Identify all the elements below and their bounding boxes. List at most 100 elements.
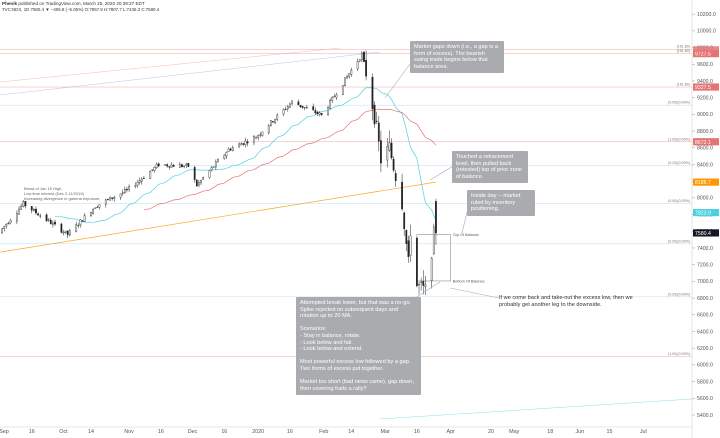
candle-body bbox=[195, 179, 198, 187]
candle-body bbox=[231, 147, 234, 151]
y-tick-label: 8800.0 bbox=[697, 129, 713, 135]
symbol-ohlc-line: TVC:NDX, 1D 7580.4 ▼ −406.8 (−5.05%) O:7… bbox=[2, 7, 160, 12]
x-tick-label: Sep bbox=[0, 429, 9, 435]
candle-body bbox=[225, 152, 228, 157]
annotation-inside-day[interactable]: Inside day -- market ruled by inventory … bbox=[467, 190, 535, 216]
candle-body bbox=[60, 223, 63, 233]
level-label: (161.80) bbox=[677, 49, 690, 53]
candle-body bbox=[305, 107, 308, 109]
candle-body bbox=[208, 170, 211, 178]
candle-body bbox=[45, 214, 48, 221]
published-info: published on TradingView.com, March 25, … bbox=[18, 1, 145, 6]
candle-body bbox=[151, 169, 154, 171]
candle-body bbox=[329, 99, 332, 109]
price-badge bbox=[693, 178, 719, 186]
candle-body bbox=[327, 107, 329, 116]
price-badge bbox=[693, 83, 719, 91]
candle-body bbox=[164, 164, 166, 166]
candle-body bbox=[371, 76, 374, 110]
candle-body bbox=[7, 223, 10, 225]
x-tick-label: 20 bbox=[488, 429, 494, 435]
candle-body bbox=[134, 185, 137, 187]
price-badge-label: 9327.5 bbox=[695, 85, 711, 91]
candle-body bbox=[335, 94, 338, 98]
x-tick-label: 16 bbox=[414, 429, 420, 435]
candle-body bbox=[242, 143, 245, 145]
candle-body bbox=[240, 143, 243, 146]
balance-label: Bottom Of Balance bbox=[453, 279, 485, 283]
candle-body bbox=[405, 230, 408, 244]
price-badge-label: 8188.7 bbox=[695, 180, 711, 186]
candle-body bbox=[227, 148, 230, 153]
moving-average-50 bbox=[143, 108, 437, 211]
candle-body bbox=[356, 61, 359, 70]
x-tick-label: 16 bbox=[158, 429, 164, 435]
level-label: (1.00)(0.00%) bbox=[668, 137, 690, 141]
balance-label: Top Of Balance bbox=[453, 233, 479, 237]
candle-body bbox=[140, 178, 143, 182]
annotation-balance-scenarios[interactable]: Attempted break lower, but that was a no… bbox=[296, 297, 421, 396]
y-tick-label: 6200.0 bbox=[697, 346, 713, 352]
candle-body bbox=[401, 181, 403, 210]
candle-body bbox=[96, 206, 99, 208]
candle-body bbox=[297, 101, 300, 106]
price-badge-label: 9727.5 bbox=[695, 52, 711, 58]
y-tick-label: 6600.0 bbox=[697, 313, 713, 319]
candle-body bbox=[1, 228, 4, 234]
candle-body bbox=[49, 220, 52, 225]
moving-average-200 bbox=[0, 181, 436, 253]
trend-line bbox=[0, 47, 341, 83]
candle-body bbox=[358, 59, 361, 62]
candle-body bbox=[121, 192, 124, 194]
price-badge bbox=[693, 229, 719, 237]
candle-body bbox=[407, 240, 410, 257]
level-label: (1.00)(0.00%) bbox=[668, 352, 690, 356]
candle-body bbox=[210, 167, 213, 171]
candle-body bbox=[37, 213, 39, 216]
moving-average-20 bbox=[54, 87, 437, 223]
candle-body bbox=[380, 140, 382, 164]
left-note-line-3: Increasing divergence in gamma exposure. bbox=[24, 196, 101, 201]
candle-body bbox=[420, 281, 423, 283]
candle-body bbox=[392, 158, 395, 171]
y-tick-label: 10200.0 bbox=[697, 12, 716, 18]
annotation-retracement[interactable]: Touched a retracement level, then pulled… bbox=[452, 151, 528, 184]
candle-body bbox=[3, 226, 6, 229]
candle-body bbox=[109, 196, 111, 201]
candle-body bbox=[98, 204, 101, 208]
x-tick-label: 2020 bbox=[252, 429, 264, 435]
candle-body bbox=[276, 114, 279, 120]
candle-body bbox=[375, 120, 378, 122]
level-label: (0.20)(0.00%) bbox=[668, 161, 690, 165]
y-tick-label: 7000.0 bbox=[697, 279, 713, 285]
candle-body bbox=[22, 201, 25, 207]
candle-body bbox=[136, 182, 139, 186]
candle-body bbox=[35, 208, 37, 214]
level-label: (0.00)(0.00%) bbox=[668, 101, 690, 105]
candle-body bbox=[123, 189, 126, 193]
candle-body bbox=[68, 230, 71, 236]
candle-body bbox=[149, 171, 152, 180]
price-badge bbox=[693, 208, 719, 217]
annotation-pointer bbox=[449, 287, 500, 299]
candle-body bbox=[185, 163, 188, 166]
candle-body bbox=[66, 230, 69, 236]
candle-body bbox=[181, 164, 183, 168]
candle-body bbox=[261, 131, 264, 136]
candle-body bbox=[170, 164, 173, 168]
left-note-line-2: Low time interest (Dec 2-11/2019) bbox=[24, 191, 84, 196]
level-label: (0.00)(0.00%) bbox=[668, 239, 690, 243]
price-badge bbox=[693, 46, 719, 52]
annotation-gap-down[interactable]: Market gaps down (i.e., a gap is a form … bbox=[410, 41, 504, 74]
candle-body bbox=[403, 212, 406, 230]
candle-body bbox=[104, 199, 107, 205]
candle-body bbox=[257, 135, 260, 138]
x-tick-label: Jun bbox=[575, 429, 584, 435]
candle-body bbox=[274, 118, 276, 124]
candle-body bbox=[143, 177, 145, 179]
x-tick-label: 14 bbox=[348, 429, 354, 435]
candle-body bbox=[16, 213, 18, 222]
level-label: (161.80) bbox=[677, 45, 690, 49]
level-label: (0.20)(0.00%) bbox=[668, 292, 690, 296]
y-tick-label: 7200.0 bbox=[697, 262, 713, 268]
